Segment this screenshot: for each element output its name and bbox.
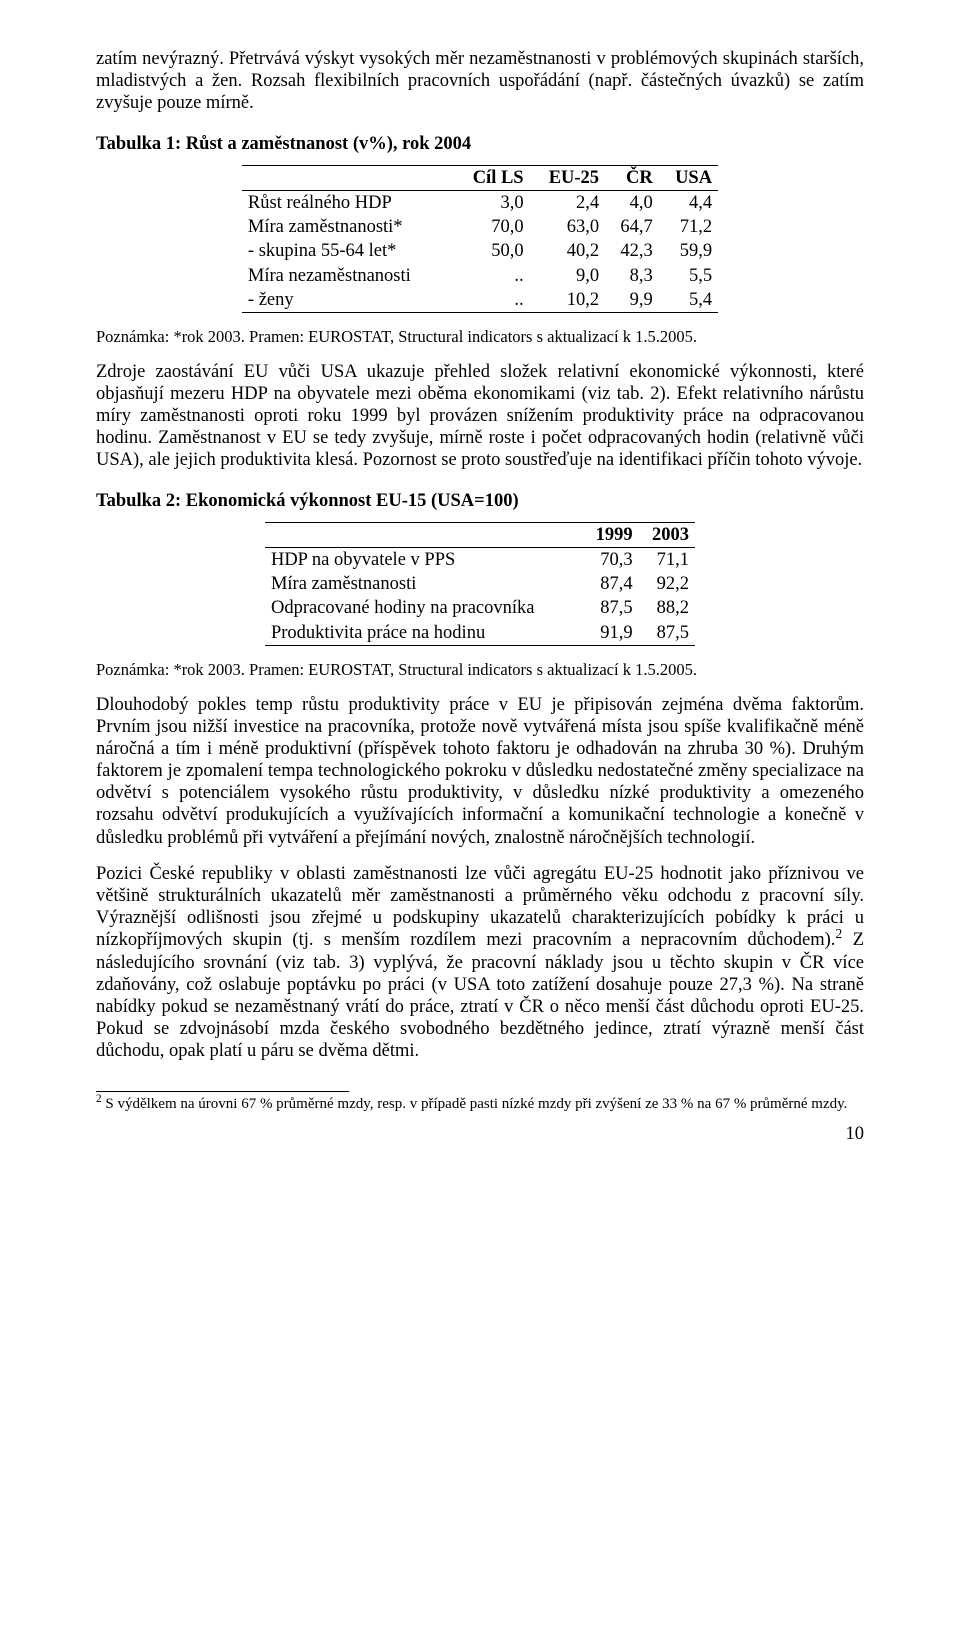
paragraph-4: Pozici České republiky v oblasti zaměstn… <box>96 863 864 1063</box>
table-row: HDP na obyvatele v PPS 70,3 71,1 <box>265 547 695 572</box>
cell: Odpracované hodiny na pracovníka <box>265 596 582 620</box>
document-page: zatím nevýrazný. Přetrvává výskyt vysoký… <box>0 0 960 1185</box>
table1-h2: EU-25 <box>530 165 605 190</box>
cell: 9,0 <box>530 264 605 288</box>
table1-h4: USA <box>659 165 718 190</box>
cell: 63,0 <box>530 215 605 239</box>
cell: 4,4 <box>659 190 718 215</box>
cell: Míra zaměstnanosti <box>265 572 582 596</box>
table-row: - ženy .. 10,2 9,9 5,4 <box>242 288 718 313</box>
cell: 3,0 <box>453 190 529 215</box>
footnote-2: 2 S výdělkem na úrovni 67 % průměrné mzd… <box>96 1096 864 1113</box>
cell: 71,1 <box>639 547 695 572</box>
cell: 70,3 <box>582 547 638 572</box>
cell: HDP na obyvatele v PPS <box>265 547 582 572</box>
table2-header-row: 1999 2003 <box>265 522 695 547</box>
table-row: Míra zaměstnanosti 87,4 92,2 <box>265 572 695 596</box>
table2: 1999 2003 HDP na obyvatele v PPS 70,3 71… <box>265 522 695 646</box>
cell: 42,3 <box>605 239 659 263</box>
cell: 40,2 <box>530 239 605 263</box>
table2-h1: 1999 <box>582 522 638 547</box>
table1-header-row: Cíl LS EU-25 ČR USA <box>242 165 718 190</box>
cell: - skupina 55-64 let* <box>242 239 454 263</box>
cell: 87,5 <box>582 596 638 620</box>
table-row: Produktivita práce na hodinu 91,9 87,5 <box>265 621 695 646</box>
cell: 91,9 <box>582 621 638 646</box>
table-row: Odpracované hodiny na pracovníka 87,5 88… <box>265 596 695 620</box>
table-row: Růst reálného HDP 3,0 2,4 4,0 4,4 <box>242 190 718 215</box>
table2-title: Tabulka 2: Ekonomická výkonnost EU-15 (U… <box>96 490 864 512</box>
para4-part-a: Pozici České republiky v oblasti zaměstn… <box>96 864 864 951</box>
cell: 92,2 <box>639 572 695 596</box>
cell: Produktivita práce na hodinu <box>265 621 582 646</box>
footnote-separator <box>96 1091 349 1092</box>
cell: 50,0 <box>453 239 529 263</box>
cell: Míra nezaměstnanosti <box>242 264 454 288</box>
cell: 2,4 <box>530 190 605 215</box>
table2-h0 <box>265 522 582 547</box>
cell: 64,7 <box>605 215 659 239</box>
cell: - ženy <box>242 288 454 313</box>
table-row: Míra zaměstnanosti* 70,0 63,0 64,7 71,2 <box>242 215 718 239</box>
cell: .. <box>453 264 529 288</box>
cell: 88,2 <box>639 596 695 620</box>
cell: 5,4 <box>659 288 718 313</box>
table2-h2: 2003 <box>639 522 695 547</box>
cell: 10,2 <box>530 288 605 313</box>
paragraph-2: Zdroje zaostávání EU vůči USA ukazuje př… <box>96 361 864 472</box>
cell: 71,2 <box>659 215 718 239</box>
table1-title: Tabulka 1: Růst a zaměstnanost (v%), rok… <box>96 133 864 155</box>
table1-h3: ČR <box>605 165 659 190</box>
footnote-text: S výdělkem na úrovni 67 % průměrné mzdy,… <box>102 1096 848 1112</box>
page-number: 10 <box>96 1123 864 1145</box>
cell: 70,0 <box>453 215 529 239</box>
cell: .. <box>453 288 529 313</box>
cell: Míra zaměstnanosti* <box>242 215 454 239</box>
paragraph-intro: zatím nevýrazný. Přetrvává výskyt vysoký… <box>96 48 864 115</box>
cell: 5,5 <box>659 264 718 288</box>
cell: Růst reálného HDP <box>242 190 454 215</box>
cell: 59,9 <box>659 239 718 263</box>
cell: 87,5 <box>639 621 695 646</box>
cell: 8,3 <box>605 264 659 288</box>
cell: 9,9 <box>605 288 659 313</box>
paragraph-3: Dlouhodobý pokles temp růstu produktivit… <box>96 694 864 849</box>
table1: Cíl LS EU-25 ČR USA Růst reálného HDP 3,… <box>242 165 718 313</box>
table1-h1: Cíl LS <box>453 165 529 190</box>
table2-note: Poznámka: *rok 2003. Pramen: EUROSTAT, S… <box>96 660 864 680</box>
cell: 87,4 <box>582 572 638 596</box>
table-row: Míra nezaměstnanosti .. 9,0 8,3 5,5 <box>242 264 718 288</box>
cell: 4,0 <box>605 190 659 215</box>
table1-note: Poznámka: *rok 2003. Pramen: EUROSTAT, S… <box>96 327 864 347</box>
table-row: - skupina 55-64 let* 50,0 40,2 42,3 59,9 <box>242 239 718 263</box>
table1-h0 <box>242 165 454 190</box>
